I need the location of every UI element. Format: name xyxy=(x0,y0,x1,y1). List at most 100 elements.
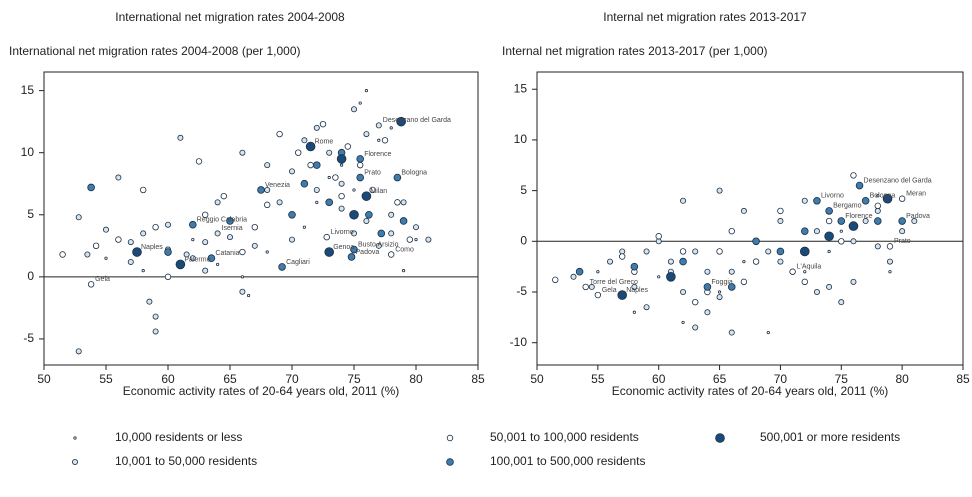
point-label: Bologna xyxy=(870,193,896,200)
data-point xyxy=(87,281,95,288)
data-point xyxy=(886,258,893,265)
x-tick-label: 85 xyxy=(471,372,485,386)
data-point xyxy=(220,192,227,200)
data-point xyxy=(363,131,370,138)
data-point xyxy=(716,294,723,301)
data-point xyxy=(347,253,356,261)
data-point xyxy=(323,233,330,241)
x-tick-label: 70 xyxy=(285,372,299,386)
legend-label: 100,001 to 500,000 residents xyxy=(490,454,645,468)
data-point xyxy=(393,173,402,182)
x-tick-label: 55 xyxy=(99,372,113,386)
data-point xyxy=(75,348,82,355)
data-point xyxy=(356,155,365,163)
data-point xyxy=(680,289,687,296)
data-point xyxy=(364,89,368,93)
data-point xyxy=(861,196,870,205)
y-tick-label: 5 xyxy=(520,183,527,197)
data-point xyxy=(888,270,892,274)
data-point xyxy=(679,257,687,266)
data-point xyxy=(388,251,395,258)
data-point xyxy=(239,149,246,156)
data-point xyxy=(728,268,735,275)
data-point xyxy=(850,238,857,245)
data-point xyxy=(632,310,636,314)
data-point xyxy=(175,259,186,270)
data-point xyxy=(406,236,413,243)
data-point xyxy=(264,201,271,209)
data-point xyxy=(727,283,736,291)
point-label: Padova xyxy=(906,213,930,220)
x-tick-label: 55 xyxy=(591,372,605,386)
data-point xyxy=(226,217,234,225)
data-point xyxy=(839,229,843,233)
y-tick-label: -5 xyxy=(23,331,34,345)
data-point xyxy=(777,218,784,225)
data-point xyxy=(575,267,584,276)
data-point xyxy=(643,304,650,311)
data-point xyxy=(886,243,894,250)
plot-frame xyxy=(536,71,964,366)
data-point xyxy=(388,230,395,237)
data-point xyxy=(717,290,722,294)
data-point xyxy=(251,223,258,231)
data-point xyxy=(202,267,209,274)
data-point xyxy=(350,230,357,237)
legend-label: 50,001 to 100,000 residents xyxy=(490,430,639,444)
data-point xyxy=(350,106,357,113)
x-tick-label: 65 xyxy=(223,372,237,386)
data-point xyxy=(666,271,676,282)
data-point xyxy=(365,210,373,219)
data-point xyxy=(146,298,153,305)
data-point xyxy=(216,262,220,267)
data-point xyxy=(911,218,918,225)
data-point xyxy=(630,262,639,271)
data-point xyxy=(239,288,246,295)
data-point xyxy=(607,258,614,265)
data-point xyxy=(594,291,602,299)
data-point xyxy=(164,221,171,228)
data-point xyxy=(288,168,295,175)
data-point xyxy=(325,198,334,207)
data-point xyxy=(874,243,881,250)
data-point xyxy=(827,249,831,254)
data-point xyxy=(358,101,362,105)
data-point xyxy=(619,248,626,255)
data-point xyxy=(876,194,880,198)
data-point xyxy=(265,250,269,254)
data-point xyxy=(132,247,142,257)
data-point xyxy=(305,141,316,152)
data-point xyxy=(152,313,159,320)
data-point xyxy=(813,196,821,205)
data-point xyxy=(740,278,748,286)
data-point xyxy=(681,320,685,325)
point-label: Prato xyxy=(364,169,381,176)
data-point xyxy=(824,231,834,242)
point-label: Reggio Calabria xyxy=(197,217,247,224)
data-point xyxy=(349,209,359,220)
data-point xyxy=(139,186,147,194)
point-label: Como xyxy=(395,246,414,253)
point-label: Prato xyxy=(894,238,911,245)
data-point xyxy=(800,227,809,235)
data-point xyxy=(300,179,309,188)
data-point xyxy=(388,211,395,218)
data-point xyxy=(276,130,283,138)
data-point xyxy=(874,202,881,210)
data-point xyxy=(704,309,711,316)
data-point xyxy=(356,173,365,182)
data-point xyxy=(703,283,712,291)
data-point xyxy=(801,197,808,204)
point-label: Bergamo xyxy=(833,203,862,210)
data-point xyxy=(898,217,906,225)
data-point xyxy=(319,120,327,128)
data-point xyxy=(765,248,772,255)
data-point xyxy=(399,217,408,225)
data-point xyxy=(837,217,846,225)
chart-subtitle: Internal net migration rates 2013-2017 (… xyxy=(502,44,768,58)
data-point xyxy=(789,268,796,275)
data-point xyxy=(338,192,345,200)
data-point xyxy=(389,126,393,130)
data-point xyxy=(825,207,833,215)
